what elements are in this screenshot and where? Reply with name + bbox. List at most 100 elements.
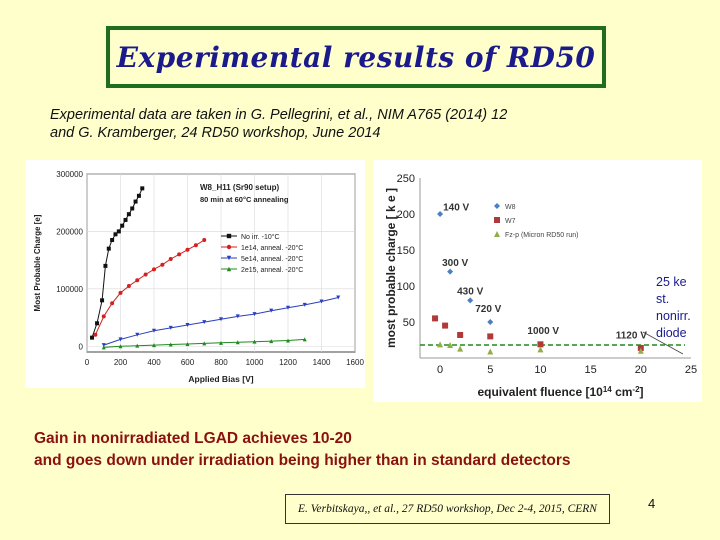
chart2-y-axis-label: most probable charge [ k e ] [384, 188, 398, 348]
chart1-data-point [202, 238, 207, 243]
chart1-data-point [135, 343, 140, 348]
chart1-y-axis-label: Most Probable Charge [e] [33, 214, 42, 311]
chart1-title: W8_H11 (Sr90 setup) [200, 183, 279, 192]
chart1-data-point [126, 283, 131, 288]
chart2-data-point [487, 319, 494, 325]
chart1-data-point [140, 186, 145, 191]
chart1-data-point [152, 328, 156, 333]
chart2-legend-marker [494, 203, 500, 209]
chart1-data-point [202, 341, 207, 346]
chart1-data-point [286, 338, 290, 343]
chart1-svg: 0 200 400 600 800 1000 1200 1400 1600 0 100000 2000… [33, 170, 364, 384]
chart2-data-point [537, 346, 544, 353]
chart1-data-point [336, 295, 341, 300]
chart1-data-point [93, 332, 98, 337]
chart2-svg: 0 5 10 15 20 25 50 100 150 200 250 equivalent fluen… [384, 173, 697, 400]
chart2-voltage-annotation: 300 V [442, 258, 468, 269]
chart1-data-point [100, 298, 105, 303]
chart2-voltage-annotation: 1000 V [527, 326, 559, 337]
chart1-x-tick-label: 1000 [246, 358, 264, 367]
chart1-data-point [101, 314, 106, 319]
chart2-x-tick-label: 20 [635, 364, 647, 376]
conclusion-line: and goes down under irradiation being hi… [34, 452, 571, 469]
chart2-voltage-annotation: 1120 V [616, 331, 647, 342]
chart1-data-point [269, 339, 274, 344]
conclusion-text: Gain in nonirradiated LGAD achieves 10-2… [34, 428, 694, 472]
chart1-legend-label: 5e14, anneal. -20°C [241, 255, 303, 263]
chart1-data-point [177, 252, 182, 257]
chart1-data-point [110, 238, 115, 243]
chart2-data-point [432, 315, 439, 322]
chart2-legend-label: W8 [505, 204, 516, 211]
chart2-x-tick-label: 15 [585, 364, 597, 376]
chart1-data-point [219, 317, 223, 322]
chart2-reference-label: nonirr. [656, 309, 691, 323]
chart2-data-point [487, 333, 494, 340]
chart1-data-point [103, 263, 108, 268]
chart2-data-point [457, 345, 464, 352]
chart2-reference-label: 25 ke [656, 275, 687, 289]
chart1-data-point [185, 341, 190, 346]
chart1-data-point [135, 278, 140, 283]
chart1-x-axis-label: Applied Bias [V] [188, 374, 253, 384]
intro-line: and G. Kramberger, 24 RD50 workshop, Jun… [50, 125, 381, 141]
chart1-data-point [302, 302, 307, 307]
chart1-x-tick-label: 800 [214, 358, 228, 367]
chart1-data-point [130, 206, 135, 211]
chart2-data-point [637, 347, 644, 354]
chart1-data-point [286, 305, 290, 310]
chart2-x-axis-label: equivalent fluence [1014 cm-2] [477, 385, 643, 400]
chart1-x-tick-label: 600 [181, 358, 195, 367]
chart2-x-tick-label: 10 [534, 364, 546, 376]
chart1-data-point [235, 340, 240, 345]
chart2-data-point [447, 342, 454, 349]
chart1-data-point [118, 337, 123, 342]
chart1-y-tick-label: 300000 [56, 170, 83, 179]
chart1-data-point [219, 340, 223, 345]
chart1-y-tick-label: 200000 [56, 227, 83, 236]
chart2-data-point [442, 322, 449, 329]
chart1-legend-label: No irr. -10°C [241, 233, 280, 241]
chart2-legend-label: Fz-p (Micron RD50 run) [505, 232, 579, 239]
chart1-data-point [106, 246, 111, 251]
chart2-x-tick-label: 5 [487, 364, 493, 376]
chart1-data-point [269, 308, 274, 313]
chart1-legend-marker [226, 244, 232, 250]
chart2-reference-label: st. [656, 292, 669, 306]
chart-charge-vs-fluence: 0 5 10 15 20 25 50 100 150 200 250 equivalent fluen… [373, 160, 702, 402]
chart1-x-tick-label: 400 [147, 358, 161, 367]
chart1-y-tick-label: 0 [79, 342, 84, 351]
chart2-data-point [437, 341, 444, 348]
chart1-data-point [168, 342, 173, 347]
page-number: 4 [648, 496, 656, 511]
chart1-x-tick-label: 1200 [279, 358, 297, 367]
intro-text: Experimental data are taken in G. Pelleg… [50, 106, 670, 142]
chart2-x-axis-label-sup: 14 [603, 385, 612, 394]
chart2-y-tick-label: 200 [397, 209, 415, 221]
chart2-data-point [537, 341, 544, 348]
title-box: Experimental results of RD50 [106, 26, 606, 88]
chart1-data-point [193, 243, 198, 248]
conclusion-line: Gain in nonirradiated LGAD achieves 10-2… [34, 430, 352, 447]
chart2-x-axis-label-part: ] [640, 385, 644, 399]
chart1-data-point [110, 301, 115, 306]
chart1-legend-label: 1e14, anneal. -20°C [241, 244, 303, 252]
chart1-data-point [113, 232, 118, 237]
chart1-x-tick-label: 200 [114, 358, 128, 367]
chart1-data-point [90, 335, 95, 340]
chart1-data-point [135, 332, 140, 337]
citation-text: E. Verbitskaya,, et al., 27 RD50 worksho… [298, 503, 597, 515]
chart1-legend-marker [226, 255, 232, 261]
chart2-reference-label: diode [656, 326, 687, 340]
chart1-data-point [252, 339, 257, 344]
chart1-legend-label: 2e15, anneal. -20°C [241, 266, 303, 274]
chart1-data-point [152, 343, 156, 348]
chart2-y-tick-label: 100 [397, 281, 415, 293]
chart1-data-point [185, 323, 190, 328]
chart2-voltage-annotation: 430 V [457, 287, 483, 298]
chart2-data-point [467, 297, 474, 304]
chart1-y-tick-label: 100000 [56, 285, 83, 294]
chart2-y-tick-label: 150 [397, 245, 415, 257]
chart1-data-point [120, 223, 125, 228]
chart2-data-point [437, 211, 444, 217]
